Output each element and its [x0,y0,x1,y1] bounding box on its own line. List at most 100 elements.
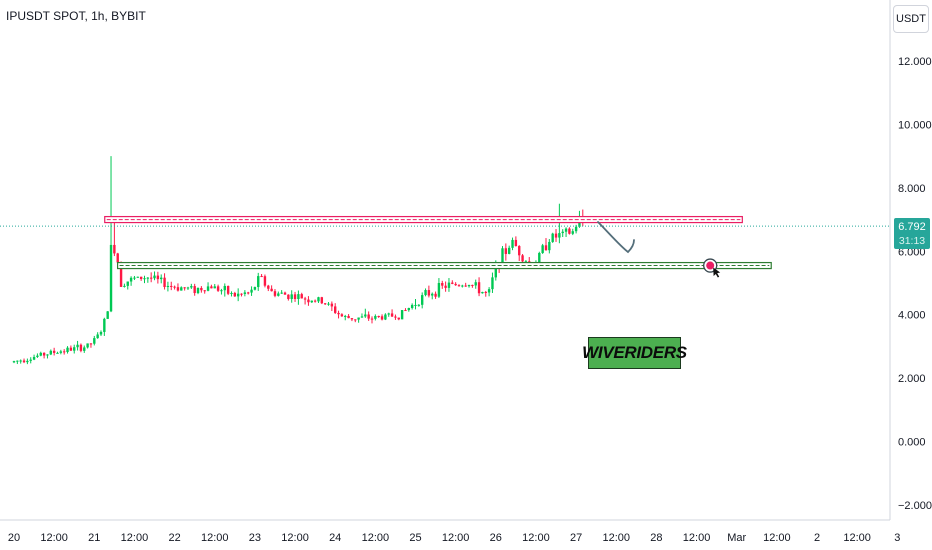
candle [467,284,471,288]
candle [223,283,226,297]
candle-body [203,290,206,292]
candle-body [491,277,494,290]
candle-body [52,350,56,353]
target-marker-dot [706,261,715,270]
candle-body [477,282,481,294]
candle [83,345,86,353]
candle-body [116,253,119,263]
candle [32,354,36,361]
candle [377,315,380,318]
candle-body [514,239,518,247]
candle-body [327,303,330,305]
candle [253,286,257,291]
candle-body [337,312,340,315]
candle-body [160,277,163,280]
watermark-badge: WIVERIDERS [582,337,687,369]
candle-body [350,318,354,320]
candle [334,303,337,314]
candle-body [427,290,431,296]
candle [360,313,364,318]
x-tick-label: 26 [490,532,502,544]
candle-body [344,315,347,317]
candle-body [103,318,106,332]
candle [12,360,16,364]
candle-body [99,331,103,335]
candle-body [250,289,253,293]
candle-body [374,315,377,319]
candle-body [551,233,554,242]
candle-body [447,282,451,288]
candle-body [451,282,454,284]
candle [206,282,210,292]
candle [99,330,103,337]
candle-body [564,228,568,232]
candle [210,284,213,289]
candle [327,302,330,306]
candle-body [568,228,571,234]
candle [410,303,414,310]
candle [287,294,290,301]
candle [146,277,150,283]
candle [29,357,32,364]
candle-body [471,284,474,286]
x-tick-label: 12:00 [763,532,791,544]
candle-body [267,285,270,289]
candle [387,312,390,317]
candle-body [420,295,424,305]
candle [103,317,106,336]
chart-title: IPUSDT SPOT, 1h, BYBIT [6,9,146,23]
candle [384,313,387,321]
x-tick-label: 2 [814,532,820,544]
candle [133,275,136,281]
candle-body [380,316,384,320]
candle-body [548,241,551,251]
candle [558,203,561,244]
candle [444,281,447,292]
candle [571,228,574,236]
candle [56,351,59,354]
candle-body [39,352,42,356]
candle-body [29,359,32,361]
candle-body [12,361,16,363]
candle-body [270,288,273,292]
candle [240,293,243,297]
candle-body [220,290,223,292]
candle [126,281,129,290]
candle-body [280,292,283,294]
candle-body [313,300,317,302]
last-price-value: 6.792 [898,220,926,233]
candle [427,285,431,298]
candle-body [334,306,337,313]
candle-body [69,347,73,351]
candle [89,343,93,348]
candle [454,282,457,286]
candle-body [73,347,76,351]
candle-body [367,314,370,319]
candle-body [56,352,59,354]
currency-button[interactable]: USDT [893,5,929,33]
candle-body [146,277,150,279]
candle-body [263,276,267,286]
candle-body [387,313,390,315]
candle-body [538,252,541,263]
candle-body [170,285,173,287]
candle [280,290,283,294]
candle-body [76,344,79,348]
candle-body [66,347,69,353]
candle-body [571,231,574,234]
candle-body [200,287,203,291]
x-tick-label: 28 [650,532,662,544]
candle [354,319,357,323]
candle-body [437,282,441,297]
candle [397,317,400,321]
candle [420,292,424,309]
candle [106,311,109,319]
candle-body [226,285,230,294]
candle-body [190,286,193,288]
candle-body [293,294,297,299]
candle-body [287,294,290,299]
candle-body [404,310,407,312]
candle [213,283,216,289]
